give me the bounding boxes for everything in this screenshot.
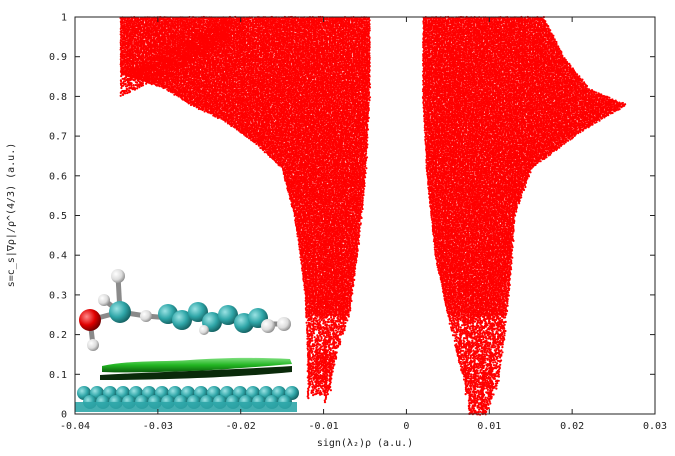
scatter-point [260, 28, 263, 31]
scatter-point [127, 17, 130, 20]
scatter-point [134, 32, 137, 36]
scatter-point [292, 40, 295, 43]
scatter-point [163, 52, 166, 55]
scatter-point [149, 31, 153, 34]
scatter-point [344, 33, 347, 36]
scatter-point [341, 43, 345, 46]
scatter-point [269, 31, 272, 34]
scatter-point [177, 17, 180, 20]
scatter-point [127, 46, 130, 49]
scatter-point [282, 17, 286, 20]
scatter-point [281, 28, 284, 32]
scatter-point [137, 34, 140, 37]
scatter-point [275, 48, 278, 51]
scatter-point [244, 18, 247, 21]
scatter-point [262, 26, 265, 29]
scatter-point [297, 38, 300, 41]
scatter-point [296, 43, 299, 46]
scatter-point [212, 55, 215, 58]
scatter-point [140, 30, 143, 33]
scatter-points [119, 15, 627, 416]
scatter-point [282, 46, 285, 49]
scatter-point [247, 51, 250, 54]
scatter-point [190, 23, 193, 26]
scatter-point [121, 47, 124, 50]
scatter-point [148, 17, 151, 20]
scatter-point [321, 44, 324, 48]
scatter-point [259, 23, 262, 27]
scatter-point [273, 35, 276, 39]
scatter-point [244, 49, 247, 52]
scatter-point [348, 34, 351, 37]
scatter-point [252, 21, 255, 24]
scatter-point [337, 22, 340, 25]
scatter-point [353, 38, 356, 41]
scatter-point [249, 27, 252, 31]
scatter-point [133, 17, 136, 20]
scatter-point [151, 30, 155, 33]
scatter-point [347, 39, 350, 42]
scatter-point [173, 27, 176, 30]
scatter-point [155, 17, 158, 20]
scatter-point [236, 27, 239, 30]
scatter-point [249, 48, 252, 51]
scatter-point [254, 47, 257, 50]
scatter-point [277, 50, 281, 53]
scatter-point [246, 30, 249, 33]
scatter-series-negative [119, 15, 372, 404]
scatter-point [142, 36, 145, 40]
scatter-point [320, 20, 323, 23]
scatter-point [360, 26, 363, 29]
scatter-point [289, 23, 292, 26]
scatter-point [328, 29, 331, 32]
scatter-point [366, 40, 369, 44]
scatter-point [325, 18, 329, 21]
scatter-point [324, 21, 327, 24]
scatter-point [244, 40, 247, 44]
scatter-point [249, 17, 252, 20]
scatter-point [227, 51, 230, 54]
scatter-point [313, 55, 316, 58]
scatter-point [249, 25, 252, 28]
scatter-point [355, 29, 358, 32]
scatter-point [225, 41, 228, 45]
scatter-point [204, 17, 207, 20]
scatter-point [119, 27, 122, 30]
scatter-point [298, 49, 302, 53]
scatter-point [218, 51, 221, 54]
scatter-point [318, 27, 321, 30]
scatter-point [154, 35, 157, 38]
scatter-point [150, 40, 153, 44]
scatter-point [158, 27, 161, 30]
scatter-point [195, 40, 198, 43]
scatter-point [368, 46, 371, 49]
scatter-point [335, 52, 339, 55]
scatter-point [167, 31, 171, 34]
scatter-point [252, 56, 255, 59]
scatter-point [148, 53, 151, 56]
scatter-point [348, 20, 351, 23]
scatter-point [124, 17, 127, 20]
scatter-point [126, 36, 129, 40]
scatter-point [326, 34, 329, 37]
scatter-point [352, 32, 355, 36]
scatter-point [231, 53, 234, 56]
scatter-point [307, 56, 310, 59]
scatter-point [194, 20, 197, 23]
scatter-point [277, 26, 280, 29]
scatter-point [367, 49, 371, 52]
scatter-point [233, 52, 236, 55]
scatter-point [233, 18, 236, 22]
scatter-point [137, 47, 140, 50]
scatter-point [281, 48, 284, 51]
scatter-point [253, 35, 257, 38]
scatter-point [138, 52, 141, 55]
scatter-point [366, 18, 369, 21]
scatter-point [260, 55, 263, 58]
